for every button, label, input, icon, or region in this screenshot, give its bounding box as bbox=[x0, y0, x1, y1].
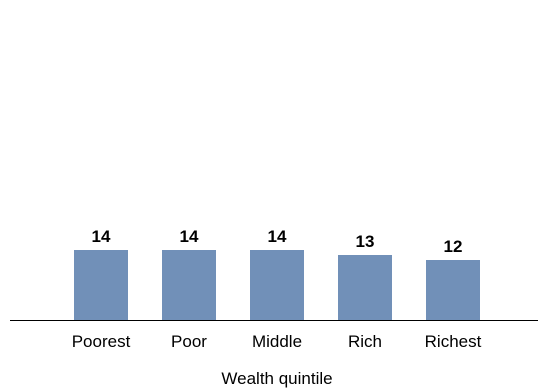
data-label-middle: 14 bbox=[268, 227, 287, 246]
tick-label-middle: Middle bbox=[252, 332, 302, 351]
x-tick-labels-group: Poorest Poor Middle Rich Richest bbox=[72, 332, 482, 351]
tick-label-richest: Richest bbox=[425, 332, 482, 351]
bar-poorest bbox=[74, 250, 128, 320]
tick-label-rich: Rich bbox=[348, 332, 382, 351]
data-label-poor: 14 bbox=[180, 227, 199, 246]
tick-label-poorest: Poorest bbox=[72, 332, 131, 351]
data-label-richest: 12 bbox=[444, 237, 463, 256]
tick-label-poor: Poor bbox=[171, 332, 207, 351]
x-axis-title: Wealth quintile bbox=[221, 369, 332, 388]
data-labels-group: 14 14 14 13 12 bbox=[92, 227, 463, 256]
bar-rich bbox=[338, 255, 392, 320]
bar-middle bbox=[250, 250, 304, 320]
bar-poor bbox=[162, 250, 216, 320]
data-label-poorest: 14 bbox=[92, 227, 111, 246]
bar-richest bbox=[426, 260, 480, 320]
data-label-rich: 13 bbox=[356, 232, 375, 251]
bars-group bbox=[74, 250, 480, 320]
